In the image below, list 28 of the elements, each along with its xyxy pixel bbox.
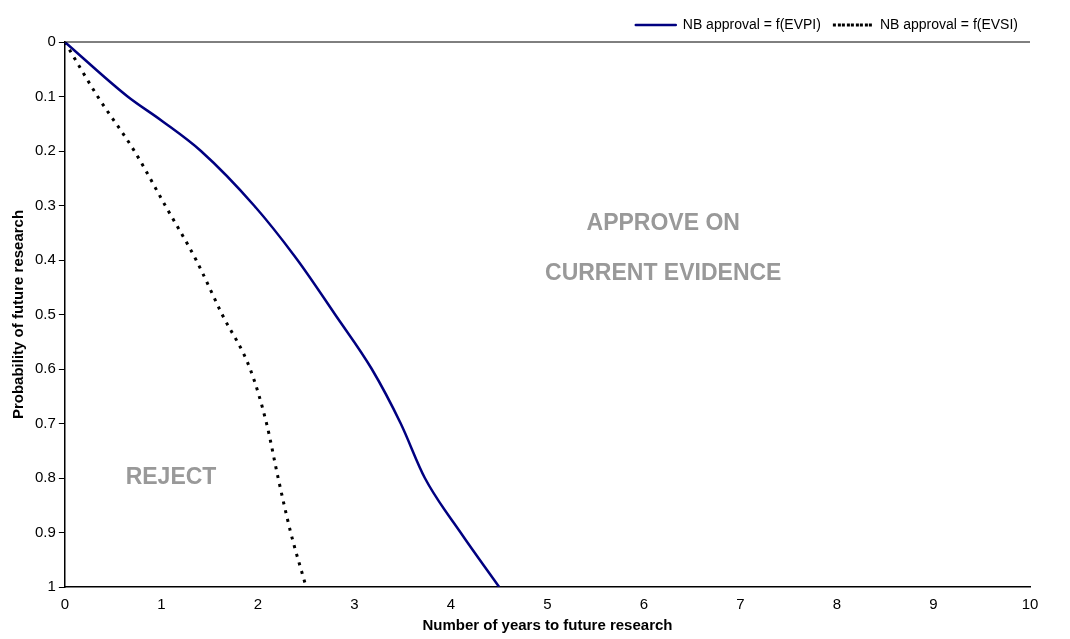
- x-tick-label: 3: [350, 595, 359, 613]
- x-tick-label: 8: [832, 595, 842, 613]
- x-tick-label: 0: [60, 595, 70, 613]
- y-tick-label: 1: [47, 577, 56, 595]
- y-tick-label: 0.4: [34, 250, 56, 268]
- y-tick-label: 0: [47, 32, 56, 50]
- annotation: APPROVE ON CURRENT EVIDENCE: [545, 209, 782, 286]
- x-tick-label: 6: [639, 595, 649, 613]
- legend-label: NB approval = f(EVPI): [682, 15, 821, 32]
- y-tick-label: 0.1: [34, 86, 56, 104]
- y-tick-label: 0.3: [34, 195, 56, 213]
- x-tick-label: 7: [736, 595, 745, 613]
- y-tick-label: 0.7: [34, 413, 56, 431]
- y-tick-label: 0.5: [34, 304, 56, 322]
- legend-label: NB approval = f(EVSI): [879, 15, 1019, 32]
- y-tick-label: 0.6: [34, 359, 56, 377]
- y-axis-title: Probability of future research: [9, 209, 27, 420]
- annotation: REJECT: [125, 463, 217, 490]
- y-tick-label: 0.9: [34, 522, 56, 540]
- x-tick-label: 10: [1021, 595, 1039, 613]
- y-tick-label: 0.2: [34, 141, 56, 159]
- x-tick-label: 9: [929, 595, 938, 613]
- x-tick-label: 2: [253, 595, 263, 613]
- x-tick-label: 5: [543, 595, 552, 613]
- x-axis-title: Number of years to future research: [422, 616, 673, 634]
- x-tick-label: 1: [157, 595, 166, 613]
- x-tick-label: 4: [446, 595, 456, 613]
- y-tick-label: 0.8: [34, 468, 56, 486]
